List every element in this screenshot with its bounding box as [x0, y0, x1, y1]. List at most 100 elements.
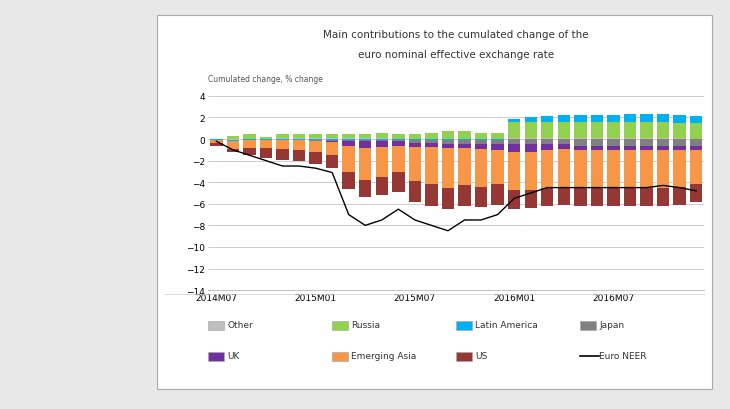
Bar	[243, 141, 255, 148]
Bar	[558, 145, 570, 149]
Bar	[673, 146, 685, 151]
Bar	[409, 141, 421, 144]
Bar	[474, 140, 488, 141]
Bar	[524, 122, 537, 139]
Bar	[276, 149, 289, 160]
Text: Russia: Russia	[351, 321, 380, 330]
Bar	[210, 144, 223, 146]
Bar	[243, 148, 255, 156]
Bar	[227, 140, 239, 141]
Bar	[409, 147, 421, 182]
Bar	[558, 139, 570, 140]
Bar	[375, 140, 388, 141]
Bar	[260, 140, 272, 141]
Bar	[409, 140, 421, 141]
Bar	[293, 139, 305, 140]
Bar	[474, 141, 488, 145]
Bar	[375, 139, 388, 140]
Bar	[375, 141, 388, 142]
Bar	[409, 134, 421, 140]
Bar	[640, 139, 653, 140]
Bar	[690, 124, 702, 140]
Bar	[276, 139, 289, 140]
Bar	[558, 122, 570, 139]
Bar	[375, 133, 388, 139]
Bar	[541, 139, 553, 140]
Bar	[260, 141, 272, 148]
Bar	[657, 146, 669, 151]
Bar	[310, 153, 322, 164]
Bar	[326, 142, 339, 143]
Bar	[210, 141, 223, 144]
Bar	[442, 145, 454, 148]
Bar	[425, 133, 438, 140]
Bar	[276, 141, 289, 149]
Bar	[293, 151, 305, 161]
Bar	[359, 141, 372, 142]
Bar	[657, 139, 669, 140]
Bar	[558, 187, 570, 205]
Bar	[458, 186, 471, 207]
Bar	[342, 142, 355, 146]
Text: Latin America: Latin America	[475, 321, 538, 330]
Bar	[474, 145, 488, 149]
Bar	[359, 134, 372, 139]
Bar	[640, 140, 653, 146]
Bar	[474, 187, 488, 207]
Bar	[342, 139, 355, 140]
Bar	[508, 140, 520, 145]
Bar	[508, 119, 520, 122]
Bar	[591, 140, 603, 146]
Bar	[508, 190, 520, 210]
Bar	[474, 133, 488, 140]
Bar	[558, 116, 570, 122]
Bar	[574, 151, 587, 188]
Bar	[359, 181, 372, 198]
Bar	[591, 139, 603, 140]
Bar	[425, 140, 438, 141]
Bar	[607, 116, 620, 122]
Bar	[623, 146, 636, 151]
Bar	[591, 122, 603, 139]
Bar	[524, 145, 537, 153]
Bar	[442, 148, 454, 188]
Bar	[657, 151, 669, 188]
Bar	[574, 122, 587, 139]
Bar	[310, 134, 322, 139]
Bar	[359, 148, 372, 181]
Bar	[673, 187, 685, 205]
Bar	[458, 132, 471, 140]
Bar	[640, 115, 653, 122]
Bar	[458, 140, 471, 141]
Bar	[607, 122, 620, 139]
Bar	[326, 143, 339, 156]
Bar	[375, 147, 388, 178]
Bar	[359, 139, 372, 140]
Bar	[640, 188, 653, 207]
Bar	[690, 117, 702, 124]
Text: Cumulated change, % change: Cumulated change, % change	[208, 75, 323, 84]
Bar	[607, 188, 620, 207]
Bar	[541, 140, 553, 145]
Text: Other: Other	[227, 321, 253, 330]
Bar	[310, 141, 322, 142]
Bar	[227, 141, 239, 142]
Bar	[524, 140, 537, 145]
Bar	[640, 146, 653, 151]
Bar	[375, 178, 388, 196]
Bar	[558, 149, 570, 187]
Bar	[326, 156, 339, 169]
Bar	[342, 173, 355, 189]
Bar	[491, 141, 504, 145]
Bar	[293, 134, 305, 139]
Text: Japan: Japan	[599, 321, 624, 330]
Bar	[541, 151, 553, 188]
Bar	[342, 141, 355, 142]
Bar	[574, 140, 587, 146]
Bar	[392, 142, 404, 146]
Bar	[524, 118, 537, 122]
Bar	[591, 146, 603, 151]
Bar	[392, 141, 404, 142]
Bar	[326, 139, 339, 140]
Text: US: US	[475, 351, 488, 360]
